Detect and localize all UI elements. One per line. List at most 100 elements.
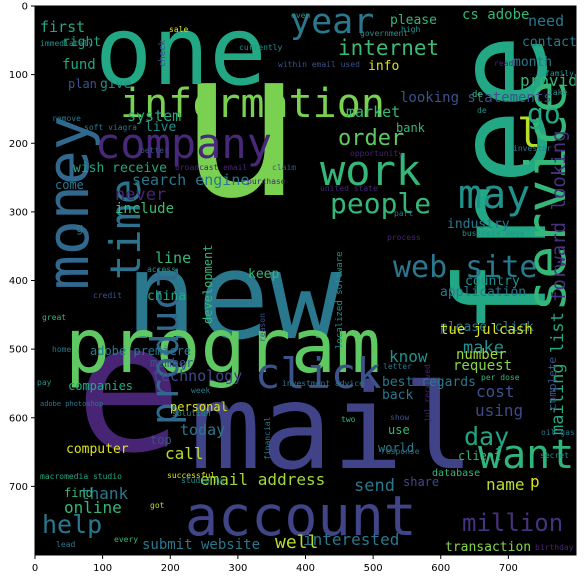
cloud-word: lead [56,540,75,549]
x-tick-label: 400 [296,563,315,574]
cloud-word: online [64,498,122,517]
cloud-word: per dose [481,373,520,382]
cloud-word: new [125,228,342,367]
y-tick-label: 600 [9,413,28,424]
cloud-word: family [545,69,574,78]
cloud-word: want [478,432,574,478]
cloud-word: tue julcash [440,322,533,338]
cloud-word: click [255,349,381,398]
y-tick-label: 500 [9,345,28,356]
cloud-word: search engine [132,171,249,189]
cloud-word: e [75,285,182,492]
cloud-word: better [140,146,169,155]
cloud-word: fund [62,57,96,73]
cloud-word: studio mx [181,476,225,485]
cloud-word: today [180,421,225,439]
cloud-word: oil gas [541,428,575,437]
cloud-word: high [401,25,420,34]
y-tick-label: 700 [9,482,28,493]
cloud-word: adobe premiere [90,344,191,358]
cloud-word: personal [170,400,228,414]
cloud-word: government [360,29,408,38]
cloud-word: currently [239,43,283,52]
cloud-word: back [382,388,413,403]
cloud-word: make [463,338,504,358]
cloud-word: access [147,265,176,274]
cloud-word: first [40,18,85,36]
cloud-word: come [55,178,84,192]
cloud-word: v [180,359,187,373]
cloud-word: china [147,289,186,304]
cloud-word: product [143,265,187,425]
cloud-word: application [440,285,526,300]
cloud-word: take [548,88,567,97]
cloud-word: read [494,59,513,68]
cloud-word: companies [68,379,133,393]
y-axis: 0 100 200 300 400 500 600 700 [9,2,35,493]
cloud-word: system [127,107,181,125]
y-tick-label: 100 [9,70,28,81]
cloud-word: complete [546,357,559,410]
y-tick-label: 200 [9,139,28,150]
cloud-word: give [100,77,131,92]
cloud-word: forward looking [548,130,570,302]
cloud-word: market [346,103,400,121]
cloud-word: jul received [423,364,432,422]
cloud-word: plan [68,77,97,91]
cloud-word: program [65,302,381,390]
cloud-word: show [390,413,409,422]
cloud-word: thank [80,484,129,503]
cloud-word: web site [393,250,538,285]
cloud-word: got [150,501,165,510]
cloud-word: email address [200,470,325,489]
cloud-word: using [475,401,523,420]
cloud-word: people [330,187,431,220]
cloud-word: check [158,39,168,67]
plot-background [35,6,576,555]
cloud-word: within email used [278,60,360,69]
cloud-word: mailing list [548,312,568,435]
cloud-word: please click [440,320,534,335]
cloud-word: time [101,179,150,280]
cloud-word: provide [520,71,584,90]
cloud-word: million [462,509,563,537]
cloud-word: part [394,209,413,218]
cloud-word: use [388,423,410,437]
x-tick-label: 300 [228,563,247,574]
cloud-word: reason [258,313,267,342]
cloud-word: secret [540,451,569,460]
cloud-word: work [320,146,421,195]
cloud-word: technology [152,367,242,385]
x-tick-label: 200 [161,563,180,574]
cloud-word: great [42,313,66,322]
cloud-word: wish receive [73,161,167,176]
cloud-word: remove [52,114,81,123]
cloud-word: response [381,447,420,456]
cloud-word: immediately [40,39,93,48]
cloud-word: solution [172,409,211,418]
cloud-word: u [178,6,301,244]
x-tick-label: 600 [431,563,450,574]
cloud-word: info [368,59,399,74]
cloud-word: help [42,510,102,539]
cloud-word: industry [447,217,510,232]
cloud-word: go [527,97,561,130]
cloud-word: investor [513,144,552,153]
cloud-word: money [34,115,102,290]
cloud-word: united state [320,184,378,193]
cloud-word: line [155,249,191,267]
cloud-word: know [389,347,428,366]
cloud-word: mail [190,358,474,496]
cloud-word: investment advice [282,379,364,388]
y-tick-label: 300 [9,207,28,218]
cloud-word: may [458,172,530,218]
cloud-word: month [513,55,552,70]
cloud-word: request [453,358,512,374]
cloud-word: birthday [535,543,574,552]
x-tick-label: 500 [364,563,383,574]
cloud-word: interested [303,530,399,549]
cloud-word: keep [248,267,279,282]
cloud-word: de [472,90,483,100]
cloud-word: send [354,476,395,496]
